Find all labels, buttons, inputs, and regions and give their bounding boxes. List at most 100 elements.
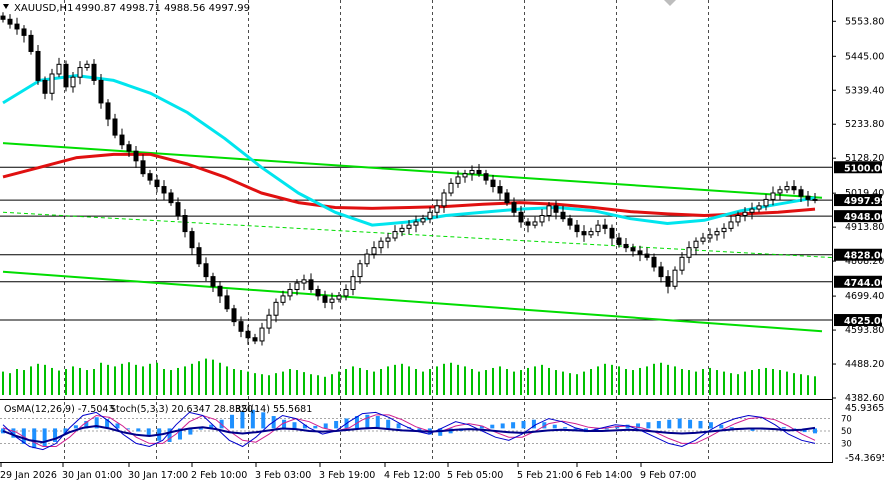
osma-bar — [573, 428, 578, 430]
dropdown-triangle-icon[interactable] — [3, 4, 9, 9]
candle-body — [756, 205, 762, 210]
volume-bar — [352, 366, 354, 395]
volume-bar — [520, 370, 522, 395]
osma-bar — [21, 428, 26, 444]
volume-bar — [709, 367, 711, 395]
candle-body — [574, 224, 580, 233]
osma-bar — [479, 425, 484, 429]
volume-bar — [541, 364, 543, 395]
candle-body — [182, 215, 188, 233]
candle-body — [469, 169, 475, 175]
volume-bar — [569, 373, 571, 395]
volume-bar — [156, 362, 158, 395]
candle-body — [455, 176, 461, 184]
osma-bar — [677, 418, 682, 429]
volume-bar — [240, 370, 242, 395]
time-tick-label: 4 Feb 12:00 — [384, 470, 440, 481]
volume-bar — [443, 363, 445, 395]
volume-bar — [317, 375, 319, 395]
osma-bar — [188, 428, 193, 435]
price-tick-label: 5019.40 — [845, 188, 884, 199]
candle-body — [798, 189, 804, 197]
candle-body — [805, 195, 811, 200]
osma-bar — [688, 419, 693, 429]
volume-bar — [408, 366, 410, 395]
volume-bar — [2, 371, 4, 395]
price-tick-label: 4808.20 — [845, 256, 884, 267]
candle-body — [238, 321, 244, 332]
candle-body — [476, 169, 482, 175]
osma-bar — [84, 420, 89, 429]
candle-body — [336, 295, 342, 300]
osma-bar — [729, 427, 734, 429]
volume-bar — [681, 369, 683, 395]
volume-bar — [527, 367, 529, 395]
candle-body — [147, 173, 153, 181]
candle-body — [448, 182, 454, 194]
candle-body — [175, 202, 181, 217]
volume-bar — [282, 371, 284, 395]
volume-bar — [233, 369, 235, 395]
candle-body — [154, 179, 160, 188]
volume-bar — [100, 362, 102, 395]
osma-bar — [636, 423, 641, 429]
volume-bar — [688, 370, 690, 395]
volume-bar — [261, 374, 263, 395]
trade-arrow-icon[interactable] — [664, 0, 676, 6]
volume-bar — [716, 370, 718, 395]
volume-bar — [149, 363, 151, 395]
volume-bar — [779, 370, 781, 395]
osma-bar — [105, 419, 110, 429]
indicator-level-label: 30 — [841, 439, 852, 449]
trend-channel[interactable] — [2, 142, 857, 333]
time-axis: 29 Jan 2026 30 Jan 01:00 30 Jan 17:00 2 Feb… — [0, 463, 696, 481]
candle-body — [21, 28, 27, 36]
candle-body — [644, 253, 650, 258]
osma-bar — [667, 419, 672, 429]
volume-bar — [303, 372, 305, 395]
volume-bar — [807, 375, 809, 395]
level-tag-label: 4744.00 — [844, 278, 884, 289]
osma-bar — [386, 419, 391, 429]
osma-bar — [813, 428, 817, 434]
volume-bar — [786, 371, 788, 395]
volume-bar — [226, 366, 228, 395]
price-tick-label: 4913.80 — [845, 222, 884, 233]
volume-bar — [212, 359, 214, 395]
volume-bar — [268, 375, 270, 395]
level-tag-bg — [834, 275, 882, 288]
candle-body — [651, 256, 657, 268]
candle-body — [420, 218, 426, 223]
stoch-label: Stoch(5,3,3) 20.6347 28.8320 — [110, 404, 253, 415]
osma-bar — [531, 419, 536, 429]
candle-body — [679, 256, 685, 271]
level-tag-bg — [834, 248, 882, 261]
candle-body — [91, 63, 97, 81]
osma-bar — [417, 428, 422, 431]
time-tick-label: 6 Feb 14:00 — [576, 470, 632, 481]
osma-bar — [250, 409, 255, 429]
candle-body — [210, 276, 216, 287]
candle-body — [434, 205, 440, 213]
trade-arrow[interactable] — [664, 0, 676, 6]
level-tag-label: 4997.99 — [844, 196, 884, 207]
volume-bar — [429, 369, 431, 395]
volume-bar — [506, 369, 508, 395]
candle-body — [42, 79, 48, 94]
ohlc-values: 4990.87 4998.71 4988.56 4997.99 — [75, 3, 250, 14]
osma-bar — [230, 414, 235, 429]
osma-bar — [73, 425, 78, 429]
volume-bar — [674, 366, 676, 395]
volume-bar — [513, 371, 515, 395]
time-tick-label: 2 Feb 10:00 — [191, 470, 247, 481]
volume-bar — [548, 367, 550, 395]
osma-bar — [750, 428, 755, 431]
volume-bar — [373, 371, 375, 395]
volume-bar — [744, 371, 746, 395]
candle-body — [14, 23, 20, 30]
time-tick-label: 5 Feb 05:00 — [447, 470, 503, 481]
volume-bar — [163, 369, 165, 395]
volume-bar — [23, 370, 25, 395]
